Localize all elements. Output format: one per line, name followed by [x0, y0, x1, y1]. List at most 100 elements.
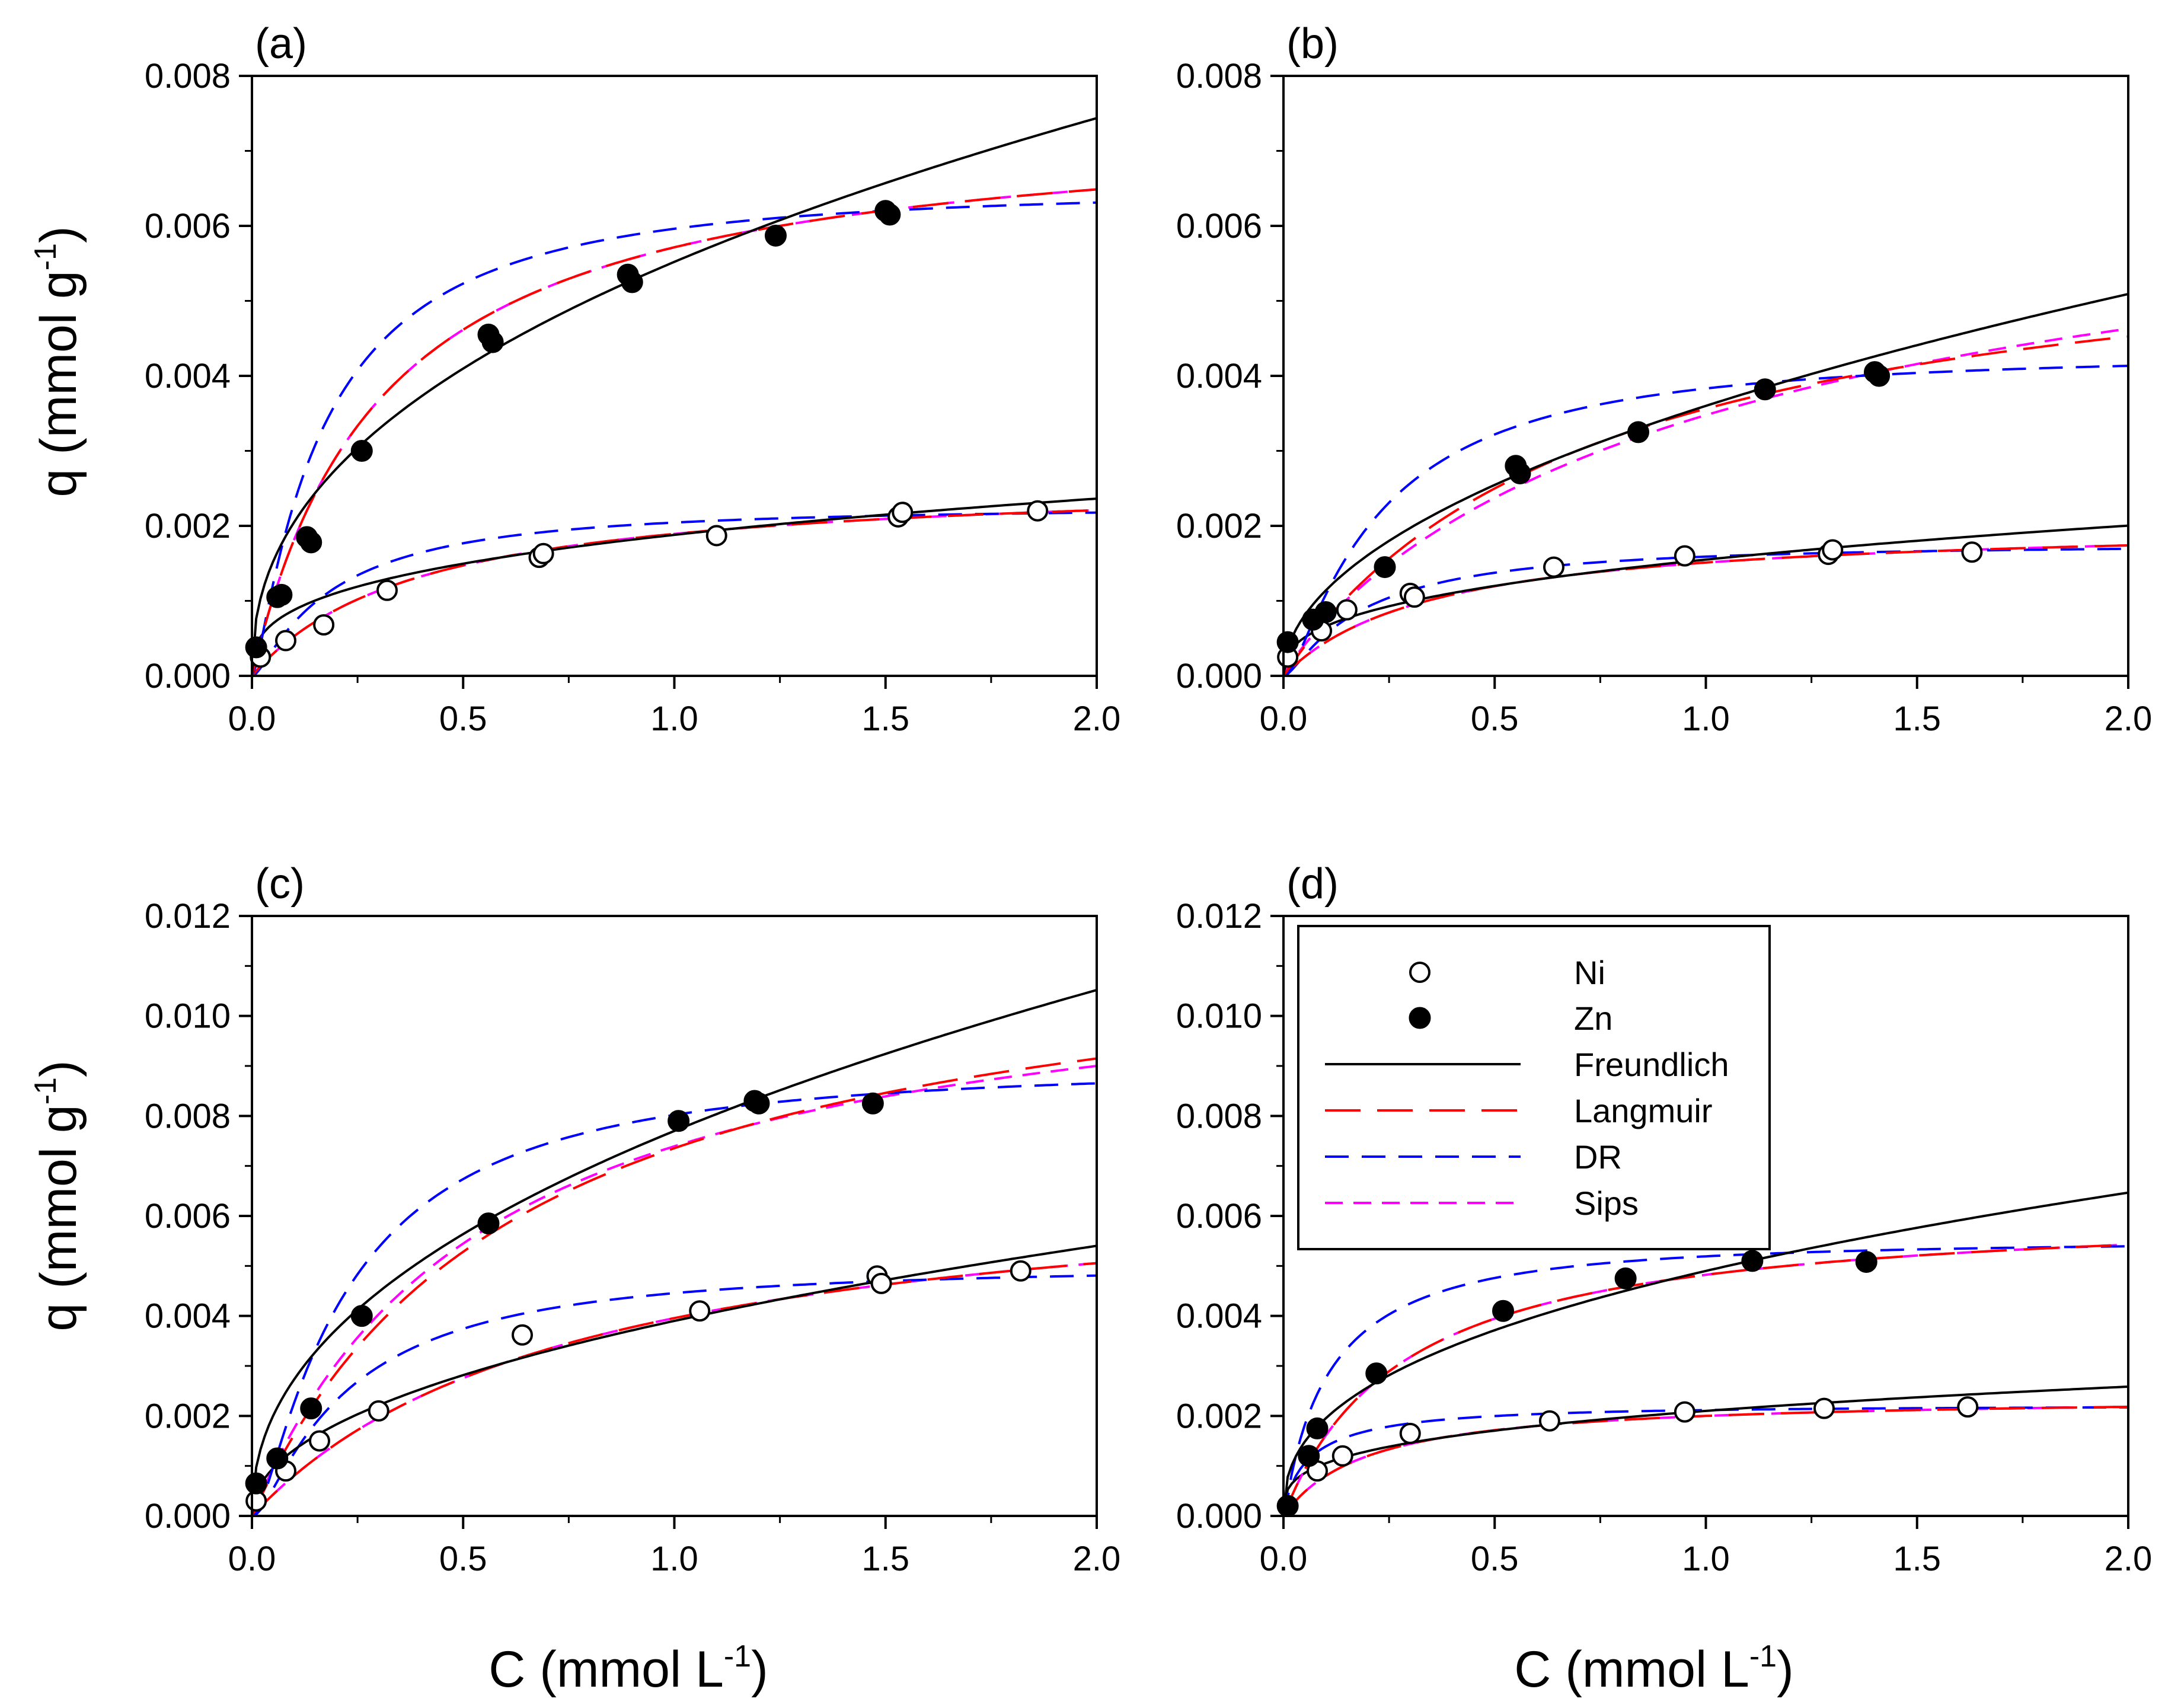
panel-label: (d) — [1286, 860, 1339, 908]
ni-freundlich-curve — [252, 1244, 1097, 1516]
x-tick-label: 0.5 — [1471, 1540, 1519, 1578]
zn-data-point — [350, 1305, 373, 1327]
legend-ni-label: Ni — [1574, 954, 1605, 991]
x-tick-label: 1.0 — [1682, 1540, 1730, 1578]
ni-data-point — [532, 542, 554, 564]
ni-data-point — [1961, 541, 1983, 563]
zn-data-point — [1614, 1267, 1637, 1289]
x-tick-label: 2.0 — [1073, 1540, 1121, 1578]
y-tick-label: 0.008 — [1176, 1097, 1262, 1135]
x-tick-label: 1.5 — [861, 1540, 909, 1578]
zn-sips-curve — [1283, 327, 2128, 676]
zn-data-point — [266, 1447, 289, 1470]
zn-langmuir-curve — [252, 188, 1097, 676]
zn-data-point — [270, 583, 293, 606]
zn-freundlich-curve — [1283, 293, 2128, 676]
y-tick-label: 0.002 — [1176, 1397, 1262, 1435]
plot-frame — [251, 915, 1098, 1517]
zn-data-point — [350, 440, 373, 462]
legend: Ni Zn Freundlich Langmuir DR Sips — [1297, 925, 1771, 1250]
y-tick-label: 0.004 — [1176, 357, 1262, 395]
legend-sips-label: Sips — [1574, 1185, 1639, 1222]
ni-data-point — [309, 1430, 330, 1452]
zn-data-point — [1509, 462, 1531, 484]
ni-freundlich-curve — [1283, 1385, 2128, 1516]
zn-data-point — [300, 531, 322, 554]
zn-freundlich-curve — [252, 117, 1097, 676]
zn-dr-curve — [1283, 1245, 2128, 1516]
zn-data-point — [1754, 378, 1776, 401]
ni-data-point — [1543, 556, 1564, 578]
ni-langmuir-curve — [252, 1262, 1097, 1516]
ni-data-point — [1403, 586, 1425, 608]
zn-dr-curve — [1283, 365, 2128, 676]
x-tick-label: 1.5 — [1893, 1540, 1941, 1578]
x-tick-label: 2.0 — [2105, 700, 2153, 738]
y-tick-label: 0.004 — [145, 357, 231, 395]
panel-d: 0.0 0.5 1.0 1.5 2.0 0.000 0.002 0.004 0.006 0.008… — [1176, 860, 2152, 1578]
y-tick-label: 0.000 — [145, 657, 231, 695]
zn-data-point — [1492, 1300, 1514, 1322]
zn-data-point — [245, 636, 267, 659]
y-tick-label: 0.004 — [145, 1297, 231, 1336]
ni-data-point — [512, 1324, 533, 1346]
panel-b: 0.0 0.5 1.0 1.5 2.0 0.000 0.002 0.004 0.006 0.008… — [1176, 20, 2152, 738]
x-tick-label: 1.5 — [861, 700, 909, 738]
y-tick-label: 0.006 — [145, 207, 231, 245]
zn-langmuir-curve — [1283, 335, 2128, 676]
zn-data-point — [765, 224, 787, 247]
fit-curves — [252, 988, 1097, 1516]
ni-dr-curve — [252, 1274, 1097, 1516]
ni-dr-curve — [252, 511, 1097, 676]
x-tick-label: 1.0 — [650, 700, 698, 738]
ni-data-point — [1027, 500, 1049, 522]
ni-data-point — [1674, 1401, 1695, 1423]
ni-data-point — [1813, 1397, 1835, 1419]
ni-data-point — [275, 630, 296, 652]
panel-label: (c) — [255, 860, 305, 908]
y-tick-label: 0.012 — [145, 897, 231, 936]
y-tick-label: 0.012 — [1176, 897, 1262, 936]
ni-data-point — [870, 1272, 892, 1294]
x-tick-label: 0.0 — [1260, 700, 1308, 738]
x-tick-label: 0.0 — [228, 1540, 276, 1578]
zn-data-point — [477, 1212, 500, 1235]
legend-box — [1297, 925, 1771, 1250]
fit-curves — [1283, 1191, 2128, 1516]
zn-dr-curve — [252, 201, 1097, 676]
zn-data-point — [1314, 601, 1337, 623]
x-tick-label: 2.0 — [2105, 1540, 2153, 1578]
zn-langmuir-curve — [252, 1057, 1097, 1516]
x-tick-label: 2.0 — [1073, 700, 1121, 738]
zn-sips-curve — [1283, 1243, 2128, 1516]
ni-data-point — [1336, 599, 1358, 621]
y-tick-label: 0.006 — [1176, 1197, 1262, 1235]
ni-dr-curve — [1283, 547, 2128, 676]
ni-data-point — [1957, 1396, 1979, 1418]
ni-data-point — [1010, 1260, 1032, 1282]
y-tick-label: 0.002 — [1176, 507, 1262, 545]
ni-data-point — [689, 1300, 711, 1322]
zn-data-point — [1276, 631, 1299, 653]
ni-sips-curve — [1283, 544, 2128, 676]
zn-data-point — [861, 1092, 884, 1115]
fit-curves — [1283, 293, 2128, 676]
zn-data-point — [300, 1397, 322, 1420]
zn-data-point — [621, 271, 643, 293]
ni-data-point — [705, 525, 727, 547]
ni-langmuir-curve — [1283, 544, 2128, 676]
ni-data-point — [1822, 539, 1844, 561]
zn-data-point — [1627, 421, 1649, 443]
x-axis-title-left: C (mmol L-1) — [488, 1639, 768, 1698]
panel-c: 0.0 0.5 1.0 1.5 2.0 0.000 0.002 0.004 0.006 0.008… — [145, 860, 1120, 1578]
ni-data-point — [1674, 545, 1695, 567]
panel-label: (a) — [255, 20, 307, 68]
ni-dr-curve — [1283, 1406, 2128, 1516]
ni-freundlich-curve — [252, 497, 1097, 676]
x-tick-label: 0.5 — [1471, 700, 1519, 738]
x-axis-title-right: C (mmol L-1) — [1514, 1639, 1793, 1698]
zn-langmuir-curve — [1283, 1243, 2128, 1516]
y-tick-label: 0.006 — [1176, 207, 1262, 245]
zn-freundlich-curve — [252, 988, 1097, 1516]
